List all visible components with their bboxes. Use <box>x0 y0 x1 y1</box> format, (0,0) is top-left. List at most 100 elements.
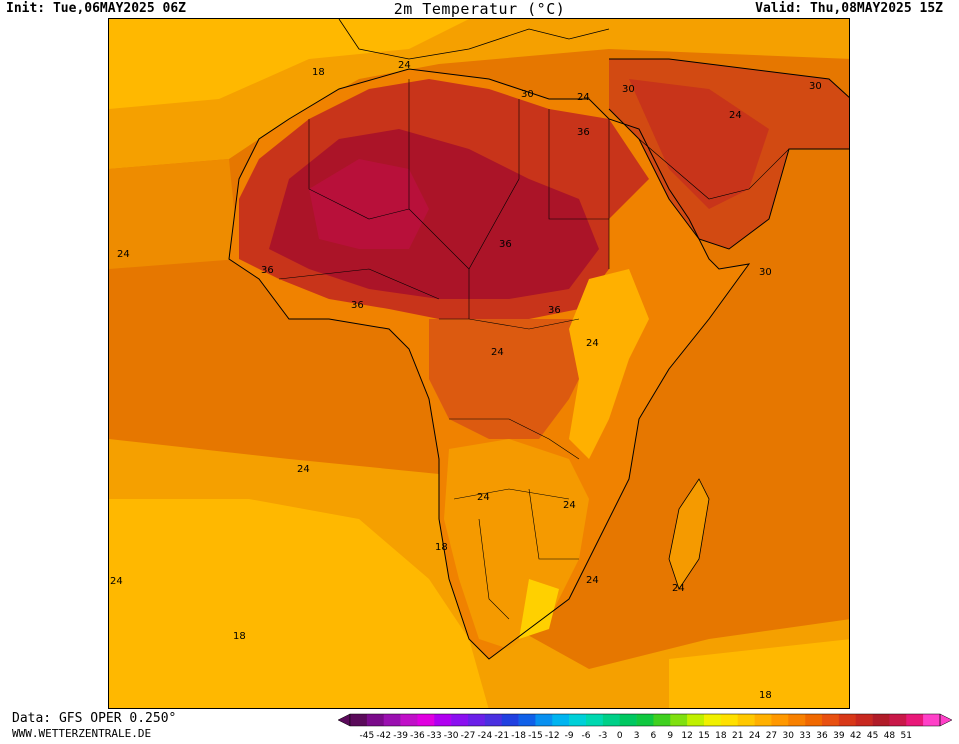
legend-tick-label: -15 <box>528 731 543 740</box>
legend-tick-label: -33 <box>427 731 442 740</box>
legend-tick-label: 15 <box>698 731 709 740</box>
contour-labels: 18 24 30 36 36 36 36 36 24 30 24 30 30 2… <box>110 60 822 701</box>
legend-tick-label: -39 <box>393 731 408 740</box>
legend-color-cell <box>670 714 688 726</box>
legend-color-cell <box>720 714 739 726</box>
legend-color-cell <box>636 714 654 726</box>
legend-color-cell <box>501 714 519 726</box>
legend-color-cell <box>906 714 924 726</box>
data-source-label: Data: GFS OPER 0.250° <box>12 711 177 726</box>
legend-color-cell <box>788 714 806 726</box>
legend-arrow-high <box>939 713 953 727</box>
legend-color-cell <box>855 714 873 726</box>
legend-tick-label: 33 <box>799 731 810 740</box>
legend-tick-label: 6 <box>651 731 657 740</box>
contour-label: 24 <box>491 347 504 358</box>
madagascar <box>668 478 710 590</box>
legend-tick-label: -3 <box>598 731 607 740</box>
legend-color-cell <box>383 714 401 726</box>
temp-zone-southeast-cool <box>669 639 849 708</box>
legend-tick-label: -36 <box>410 731 425 740</box>
legend-color-cell <box>366 714 385 726</box>
legend-tick-label: -30 <box>444 731 459 740</box>
legend-tick-label: 45 <box>867 731 878 740</box>
legend-color-cell <box>569 714 587 726</box>
legend-color-cell <box>923 714 941 726</box>
contour-label: 30 <box>622 84 635 95</box>
warm-zone-central-africa <box>429 319 589 439</box>
legend-color-cell <box>400 714 418 726</box>
legend-tick-label: -24 <box>478 731 493 740</box>
contour-label: 36 <box>499 239 512 250</box>
temp-zone-north-cool <box>109 19 469 109</box>
legend-color-cell <box>805 714 823 726</box>
legend-color-cell <box>838 714 857 726</box>
legend-tick-label: -45 <box>360 731 375 740</box>
legend-tick-label: -42 <box>376 731 391 740</box>
legend-tick-label: 12 <box>681 731 692 740</box>
contour-label: 36 <box>261 265 274 276</box>
legend-tick-label: -21 <box>494 731 509 740</box>
legend-tick-label: 51 <box>901 731 912 740</box>
legend-color-cell <box>484 714 503 726</box>
contour-label: 24 <box>577 92 590 103</box>
cool-zone-east-highlands <box>569 269 649 459</box>
legend-tick-label: 39 <box>833 731 845 740</box>
legend-tick-label: 9 <box>667 731 673 740</box>
country-borders <box>278 79 790 620</box>
temp-zone-south-cool <box>109 499 489 708</box>
legend-color-cell <box>653 714 671 726</box>
legend-color-cell <box>350 714 368 726</box>
legend-color-cell <box>535 714 553 726</box>
legend-arrow-low <box>337 713 351 727</box>
legend-tick-label: 0 <box>617 731 623 740</box>
legend-tick-label: -18 <box>511 731 526 740</box>
contour-label: 24 <box>117 249 130 260</box>
contour-label: 24 <box>297 464 310 475</box>
legend-color-cell <box>872 714 890 726</box>
contour-label: 18 <box>312 67 325 78</box>
contour-label: 18 <box>759 690 772 701</box>
legend-tick-label: -9 <box>565 731 574 740</box>
legend-color-cell <box>822 714 840 726</box>
legend-tick-label: 3 <box>634 731 640 740</box>
legend-tick-label: 48 <box>884 731 896 740</box>
contour-label: 30 <box>521 89 534 100</box>
legend-color-cell <box>602 714 621 726</box>
legend-color-cell <box>586 714 604 726</box>
color-legend: -45 -42 -39 -36 -33 -30 -27 -24 -21 -18 -15 -12 -9 -6… <box>336 712 956 741</box>
chart-title: 2m Temperatur (°C) <box>393 0 566 18</box>
temperature-map[interactable]: 18 24 30 36 36 36 36 36 24 30 24 30 30 2… <box>108 18 850 709</box>
legend-color-cell <box>619 714 637 726</box>
legend-tick-label: 36 <box>816 731 828 740</box>
contour-label: 24 <box>586 575 599 586</box>
legend-color-cell <box>552 714 570 726</box>
contour-label: 24 <box>586 338 599 349</box>
africa-coastline <box>228 68 751 660</box>
legend-color-cell <box>771 714 789 726</box>
valid-time-label: Valid: Thu,08MAY2025 15Z <box>755 1 943 16</box>
contour-label: 36 <box>548 305 561 316</box>
contour-label: 24 <box>398 60 411 71</box>
temp-zone-west-atlantic <box>109 159 239 269</box>
legend-svg: -45 -42 -39 -36 -33 -30 -27 -24 -21 -18 -15 -12 -9 -6… <box>337 713 953 741</box>
legend-color-cell <box>737 714 755 726</box>
legend-tick-label: 18 <box>715 731 727 740</box>
contour-label: 18 <box>233 631 246 642</box>
legend-color-cell <box>434 714 452 726</box>
contour-label: 30 <box>759 267 772 278</box>
legend-tick-label: -27 <box>461 731 476 740</box>
legend-color-cell <box>451 714 469 726</box>
arabia-coastline <box>608 58 849 250</box>
legend-color-cell <box>889 714 907 726</box>
contour-label: 30 <box>809 81 822 92</box>
legend-color-cell <box>417 714 435 726</box>
legend-tick-label: -6 <box>582 731 591 740</box>
temperature-map-svg: 18 24 30 36 36 36 36 36 24 30 24 30 30 2… <box>109 19 849 708</box>
europe-coastline <box>338 19 610 60</box>
legend-tick-label: 30 <box>783 731 795 740</box>
init-time-label: Init: Tue,06MAY2025 06Z <box>6 1 187 16</box>
legend-tick-label: 24 <box>749 731 761 740</box>
legend-tick-label: 27 <box>766 731 777 740</box>
contour-label: 24 <box>729 110 742 121</box>
